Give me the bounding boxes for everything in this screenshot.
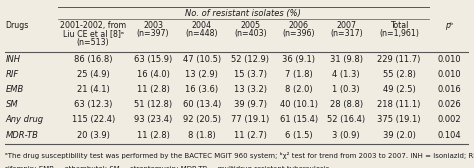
Text: MDR-TB: MDR-TB <box>6 131 38 140</box>
Text: 20 (3.9): 20 (3.9) <box>77 131 109 140</box>
Text: pᵇ: pᵇ <box>445 21 453 30</box>
Text: 8 (1.8): 8 (1.8) <box>188 131 216 140</box>
Text: 39 (9.7): 39 (9.7) <box>234 100 267 109</box>
Text: 63 (15.9): 63 (15.9) <box>134 55 172 64</box>
Text: (n=397): (n=397) <box>137 29 169 38</box>
Text: INH: INH <box>6 55 21 64</box>
Text: 93 (23.4): 93 (23.4) <box>134 115 172 124</box>
Text: RIF: RIF <box>6 70 19 79</box>
Text: 7 (1.8): 7 (1.8) <box>285 70 313 79</box>
Text: SM: SM <box>6 100 18 109</box>
Text: 49 (2.5): 49 (2.5) <box>383 85 415 94</box>
Text: 0.010: 0.010 <box>437 70 461 79</box>
Text: 3 (0.9): 3 (0.9) <box>332 131 360 140</box>
Text: 16 (3.6): 16 (3.6) <box>185 85 218 94</box>
Text: 52 (12.9): 52 (12.9) <box>231 55 269 64</box>
Text: 25 (4.9): 25 (4.9) <box>77 70 109 79</box>
Text: EMB: EMB <box>6 85 24 94</box>
Text: 92 (20.5): 92 (20.5) <box>182 115 220 124</box>
Text: rifampin; EMB = ethambutol; SM = streptomycin; MDR-TB = multidrug resistant tube: rifampin; EMB = ethambutol; SM = strepto… <box>5 166 331 168</box>
Text: 61 (15.4): 61 (15.4) <box>280 115 318 124</box>
Text: 86 (16.8): 86 (16.8) <box>74 55 112 64</box>
Text: 1 (0.3): 1 (0.3) <box>332 85 360 94</box>
Text: 11 (2.8): 11 (2.8) <box>137 131 170 140</box>
Text: 8 (2.0): 8 (2.0) <box>285 85 312 94</box>
Text: 28 (8.8): 28 (8.8) <box>330 100 363 109</box>
Text: 31 (9.8): 31 (9.8) <box>330 55 363 64</box>
Text: 2001-2002, from: 2001-2002, from <box>60 21 126 30</box>
Text: 15 (3.7): 15 (3.7) <box>234 70 267 79</box>
Text: (n=448): (n=448) <box>185 29 218 38</box>
Text: 6 (1.5): 6 (1.5) <box>285 131 312 140</box>
Text: (n=403): (n=403) <box>234 29 266 38</box>
Text: 115 (22.4): 115 (22.4) <box>72 115 115 124</box>
Text: 375 (19.1): 375 (19.1) <box>377 115 421 124</box>
Text: 36 (9.1): 36 (9.1) <box>282 55 315 64</box>
Text: 63 (12.3): 63 (12.3) <box>74 100 112 109</box>
Text: Any drug: Any drug <box>6 115 44 124</box>
Text: 77 (19.1): 77 (19.1) <box>231 115 269 124</box>
Text: 229 (11.7): 229 (11.7) <box>377 55 421 64</box>
Text: ᵃThe drug susceptibility test was performed by the BACTEC MGIT 960 system; ᵇχ² t: ᵃThe drug susceptibility test was perfor… <box>5 152 474 158</box>
Text: 60 (13.4): 60 (13.4) <box>182 100 221 109</box>
Text: 0.026: 0.026 <box>437 100 461 109</box>
Text: (n=396): (n=396) <box>283 29 315 38</box>
Text: 2007: 2007 <box>336 21 356 30</box>
Text: 51 (12.8): 51 (12.8) <box>134 100 172 109</box>
Text: 2004: 2004 <box>191 21 211 30</box>
Text: 2006: 2006 <box>289 21 309 30</box>
Text: 39 (2.0): 39 (2.0) <box>383 131 416 140</box>
Text: (n=1,961): (n=1,961) <box>379 29 419 38</box>
Text: 47 (10.5): 47 (10.5) <box>182 55 221 64</box>
Text: 13 (2.9): 13 (2.9) <box>185 70 218 79</box>
Text: 21 (4.1): 21 (4.1) <box>77 85 109 94</box>
Text: 2003: 2003 <box>143 21 163 30</box>
Text: 4 (1.3): 4 (1.3) <box>332 70 360 79</box>
Text: Liu CE et al [8]ᵃ: Liu CE et al [8]ᵃ <box>63 29 124 38</box>
Text: 11 (2.7): 11 (2.7) <box>234 131 267 140</box>
Text: 11 (2.8): 11 (2.8) <box>137 85 170 94</box>
Text: 0.104: 0.104 <box>437 131 461 140</box>
Text: Total: Total <box>390 21 408 30</box>
Text: 55 (2.8): 55 (2.8) <box>383 70 416 79</box>
Text: 52 (16.4): 52 (16.4) <box>327 115 365 124</box>
Text: 13 (3.2): 13 (3.2) <box>234 85 267 94</box>
Text: 2005: 2005 <box>240 21 260 30</box>
Text: No. of resistant isolates (%): No. of resistant isolates (%) <box>185 9 301 18</box>
Text: 218 (11.1): 218 (11.1) <box>377 100 421 109</box>
Text: Drugs: Drugs <box>6 21 29 30</box>
Text: (n=317): (n=317) <box>330 29 363 38</box>
Text: (n=513): (n=513) <box>77 37 109 47</box>
Text: 0.010: 0.010 <box>437 55 461 64</box>
Text: 16 (4.0): 16 (4.0) <box>137 70 170 79</box>
Text: 40 (10.1): 40 (10.1) <box>280 100 318 109</box>
Text: 0.002: 0.002 <box>437 115 461 124</box>
Text: 0.016: 0.016 <box>437 85 461 94</box>
